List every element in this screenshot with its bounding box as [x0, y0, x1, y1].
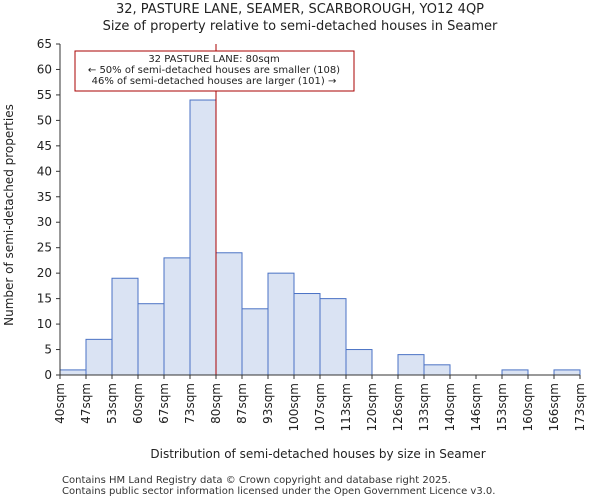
bar-40sqm	[59, 369, 87, 376]
y-tick-label: 5	[44, 343, 52, 357]
x-axis-label: Distribution of semi-detached houses by …	[150, 447, 485, 461]
bar-113sqm	[345, 349, 373, 376]
y-tick-label: 15	[37, 292, 52, 306]
y-tick-label: 50	[37, 113, 52, 127]
bar-166sqm	[553, 369, 581, 376]
bar-53sqm	[111, 277, 139, 376]
x-tick-label: 113sqm	[339, 383, 353, 431]
bar-47sqm	[85, 338, 113, 376]
bar-153sqm	[501, 369, 529, 376]
annotation-line-1: 32 PASTURE LANE: 80sqm	[148, 54, 279, 65]
chart-title: 32, PASTURE LANE, SEAMER, SCARBOROUGH, Y…	[115, 2, 485, 17]
x-tick-label: 80sqm	[209, 383, 223, 424]
x-tick-label: 67sqm	[157, 383, 171, 424]
x-tick-label: 40sqm	[53, 383, 67, 424]
bar-67sqm	[163, 257, 191, 376]
y-tick-label: 20	[37, 266, 52, 280]
y-tick-label: 40	[37, 164, 52, 178]
annotation-box	[74, 50, 355, 92]
bar-80sqm	[215, 252, 243, 376]
x-tick-label: 140sqm	[443, 383, 457, 431]
bar-100sqm	[293, 293, 321, 376]
bar-73sqm	[189, 99, 217, 376]
x-tick-label: 126sqm	[391, 383, 405, 431]
x-tick-label: 153sqm	[495, 383, 509, 431]
x-tick-label: 53sqm	[105, 383, 119, 424]
x-tick-label: 87sqm	[235, 383, 249, 424]
x-tick-label: 47sqm	[79, 383, 93, 424]
x-tick-label: 173sqm	[573, 383, 587, 431]
x-tick-label: 93sqm	[261, 383, 275, 424]
y-tick-label: 65	[37, 37, 52, 51]
x-tick-label: 160sqm	[521, 383, 535, 431]
y-tick-label: 35	[37, 190, 52, 204]
annotation-layer: 32 PASTURE LANE: 80sqm ← 50% of semi-det…	[74, 50, 355, 92]
ticks-layer: 0 5 10 15 20 25 30 35 40 45 50 55 60 65 40sqm 47sqm 53sq…	[37, 37, 587, 431]
y-tick-label: 55	[37, 88, 52, 102]
bar-60sqm	[137, 303, 165, 376]
y-tick-label: 45	[37, 139, 52, 153]
y-tick-label: 60	[37, 62, 52, 76]
x-tick-label: 107sqm	[313, 383, 327, 431]
bar-107sqm	[319, 298, 347, 376]
x-tick-label: 100sqm	[287, 383, 301, 431]
y-tick-label: 25	[37, 241, 52, 255]
y-tick-label: 30	[37, 215, 52, 229]
x-tick-label: 120sqm	[365, 383, 379, 431]
annotation-line-2: ← 50% of semi-detached houses are smalle…	[88, 65, 340, 76]
bar-87sqm	[241, 308, 269, 376]
footer-copyright: Contains HM Land Registry data © Crown c…	[62, 475, 451, 486]
x-tick-label: 166sqm	[547, 383, 561, 431]
y-tick-label: 0	[44, 368, 52, 382]
x-tick-label: 73sqm	[183, 383, 197, 424]
bar-133sqm	[423, 364, 451, 376]
bars-layer	[59, 99, 581, 376]
chart-subtitle: Size of property relative to semi-detach…	[102, 19, 498, 34]
bar-93sqm	[267, 272, 295, 376]
x-tick-label: 60sqm	[131, 383, 145, 424]
y-tick-label: 10	[37, 317, 52, 331]
x-tick-label: 133sqm	[417, 383, 431, 431]
footer-licence: Contains public sector information licen…	[62, 486, 496, 497]
y-axis-label: Number of semi-detached properties	[2, 104, 16, 326]
annotation-line-3: 46% of semi-detached houses are larger (…	[92, 76, 337, 87]
bar-126sqm	[397, 354, 425, 376]
x-tick-label: 146sqm	[469, 383, 483, 431]
